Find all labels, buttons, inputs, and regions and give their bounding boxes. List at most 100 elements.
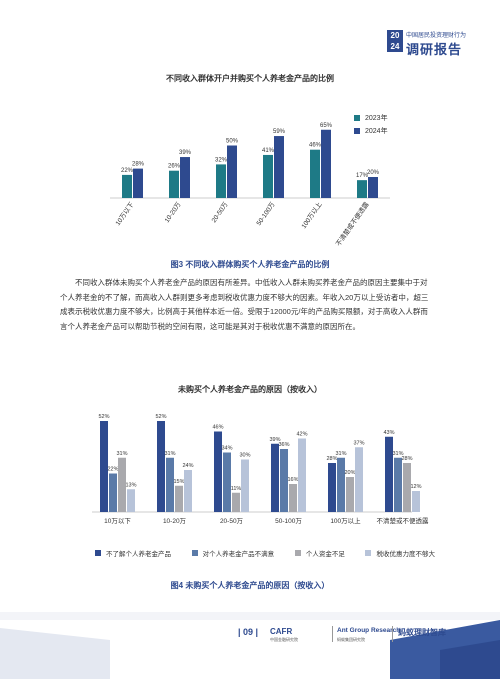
chart2-data-label: 28% — [401, 456, 412, 462]
chart2-bar — [118, 457, 126, 512]
chart2-bar — [355, 447, 363, 512]
chart1-legend: 2023年 2024年 — [354, 111, 388, 137]
chart2-title: 未购买个人养老金产品的原因（按收入） — [178, 385, 322, 394]
paragraph-line-3: 成表示税收优惠力度不够大，比例高于其他样本近一倍。受限于12000元/年的产品购… — [60, 307, 428, 317]
report-title: 调研报告 — [406, 42, 463, 57]
chart1-data-label: 65% — [320, 123, 333, 129]
legend-label-unsatisfied: 对个人养老金产品不满意 — [202, 551, 275, 558]
legend-label-unaware: 不了解个人养老金产品 — [106, 551, 171, 558]
chart2-bar — [175, 485, 183, 512]
chart2-tick-label: 50-100万 — [275, 517, 302, 525]
chart1-data-label: 39% — [179, 150, 192, 156]
legend-swatch-2023 — [354, 114, 360, 121]
chart2-data-label: 37% — [353, 440, 364, 446]
paragraph-line-2: 个人养老金的不了解，而高收入人群则更多考虑到税收优惠力度不够大的因素。年收入20… — [60, 292, 429, 302]
logo-ant-group-research-subtitle: 蚂蚁集团研究院 — [337, 637, 365, 642]
chart2-bar — [184, 470, 192, 512]
chart1-data-label: 50% — [226, 139, 239, 145]
chart1-bar — [368, 177, 378, 198]
chart2-data-label: 13% — [125, 482, 136, 488]
legend-label-2024: 2024年 — [365, 127, 388, 135]
chart2-bar — [385, 436, 393, 512]
chart2-bar — [241, 459, 249, 512]
chart2-data-label: 31% — [335, 451, 346, 457]
chart2-data-label: 11% — [231, 486, 242, 492]
legend-label-2023: 2023年 — [365, 114, 388, 122]
chart2-bar — [280, 449, 288, 512]
chart2-tick-label: 20-50万 — [220, 517, 244, 525]
chart1-bar — [122, 174, 132, 198]
chart2-tick-label: 10万以下 — [104, 517, 131, 525]
chart1-bar — [216, 164, 226, 198]
chart2-bar — [232, 492, 240, 512]
chart1-data-label: 20% — [367, 170, 380, 176]
chart2-data-label: 30% — [239, 453, 250, 459]
chart2-tick-label: 不清楚或不便透露 — [377, 516, 430, 525]
legend-swatch-insufficient-funds — [294, 550, 301, 556]
legend-swatch-tax-incentive — [365, 550, 372, 556]
chart1-title: 不同收入群体开户并购买个人养老金产品的比例 — [166, 74, 334, 83]
chart1-bar — [227, 145, 237, 198]
logo-ant-wealth-think-tank: 蚂蚁理财智库 — [398, 628, 446, 637]
chart2-data-label: 12% — [410, 484, 421, 490]
logo-ant-group-research: Ant Group Research — [337, 627, 401, 634]
footer-separator — [332, 626, 333, 642]
chart1-bar — [310, 149, 320, 198]
page-number: | 09 | — [238, 627, 259, 637]
chart2-bar — [337, 457, 345, 512]
chart2-bar — [346, 477, 354, 512]
chart2-data-label: 31% — [116, 451, 127, 457]
chart2-bar — [289, 484, 297, 512]
footer-separator — [392, 626, 393, 642]
chart2-bar — [298, 438, 306, 512]
chart2-data-label: 52% — [98, 414, 109, 420]
chart2-data-label: 34% — [221, 446, 232, 452]
chart2-data-label: 42% — [296, 432, 307, 438]
chart2-data-label: 52% — [155, 414, 166, 420]
chart1-data-label: 22% — [121, 168, 134, 174]
chart2-data-label: 20% — [344, 470, 355, 476]
chart2-bar — [412, 491, 420, 512]
chart1-bar — [321, 129, 331, 198]
legend-swatch-2024 — [354, 127, 360, 134]
chart1-bar — [357, 180, 367, 198]
chart2-data-label: 16% — [287, 477, 298, 483]
legend-label-insufficient-funds: 个人资金不足 — [305, 551, 345, 558]
chart1-bar — [274, 136, 284, 198]
chart2-bar — [100, 421, 108, 512]
chart1-data-label: 41% — [262, 148, 275, 154]
logo-cafr: CAFR — [270, 627, 293, 636]
chart1-bar — [180, 157, 190, 198]
chart2-data-label: 46% — [212, 425, 223, 431]
report-year-badge: 20 24 — [387, 30, 403, 52]
chart2-tick-label: 10-20万 — [163, 517, 187, 525]
body-paragraph: 不同收入群体未购买个人养老金产品的原因有所差异。中低收入人群未购买养老金产品的原… — [60, 276, 440, 334]
chart1-data-label: 17% — [356, 173, 369, 179]
report-subtitle: 中国居民投资理财行为 — [406, 33, 467, 39]
chart2-data-label: 36% — [278, 442, 289, 448]
chart2-tick-label: 100万以上 — [330, 516, 361, 525]
chart2-bar — [214, 431, 222, 512]
chart2-bar — [127, 489, 135, 512]
legend-swatch-unaware — [95, 550, 101, 556]
chart2-data-label: 24% — [182, 463, 193, 469]
chart2-bar — [328, 463, 336, 512]
chart1-data-label: 59% — [273, 129, 286, 135]
legend-label-tax-incentive: 税收优惠力度不够大 — [376, 551, 435, 558]
chart2-bar — [109, 473, 117, 512]
chart2-bar — [271, 443, 279, 512]
chart1-data-label: 28% — [132, 162, 145, 168]
chart2-bar — [394, 457, 402, 512]
chart2-data-label: 39% — [269, 437, 280, 443]
chart2-data-label: 31% — [392, 451, 403, 457]
chart1-bar — [133, 168, 143, 198]
chart2-data-label: 31% — [164, 451, 175, 457]
chart2-bar — [166, 457, 174, 512]
chart2-data-label: 28% — [326, 456, 337, 462]
logo-cafr-subtitle: 中国金融研究院 — [270, 637, 298, 642]
chart2-data-label: 15% — [173, 479, 184, 485]
chart2-caption: 图4 未购买个人养老金产品的原因（按收入） — [170, 581, 330, 590]
chart1-caption: 图3 不同收入群体购买个人养老金产品的比例 — [170, 260, 330, 269]
